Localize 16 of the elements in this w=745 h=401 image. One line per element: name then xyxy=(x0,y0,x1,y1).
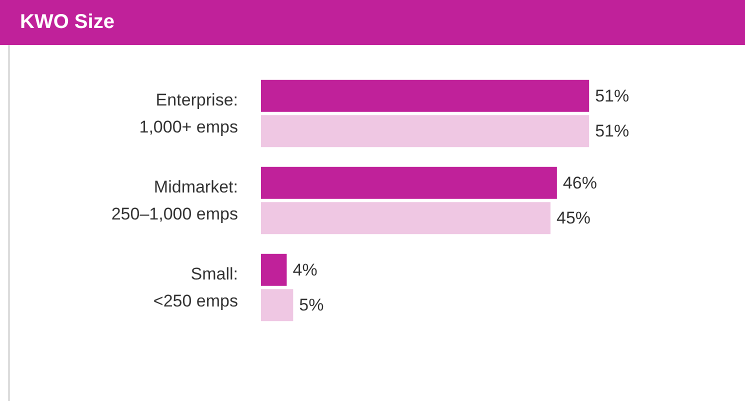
data-label: 45% xyxy=(556,208,591,228)
bar xyxy=(261,166,557,199)
data-label: 4% xyxy=(292,260,318,280)
data-label: 5% xyxy=(299,296,324,315)
data-label: 46% xyxy=(562,173,597,192)
bar xyxy=(261,115,590,148)
y-tick-label: Midmarket: 250–1,000 emps xyxy=(111,178,238,224)
y-tick-label: Enterprise: 1,000+ emps xyxy=(139,90,238,136)
bar xyxy=(261,289,294,322)
y-tick-label: Small: <250 emps xyxy=(153,264,238,310)
data-label: 51% xyxy=(595,122,630,141)
bar xyxy=(261,202,550,234)
bar xyxy=(261,80,590,112)
text: KWO Size xyxy=(0,0,745,45)
data-label: 51% xyxy=(595,86,630,106)
bar xyxy=(261,254,287,286)
